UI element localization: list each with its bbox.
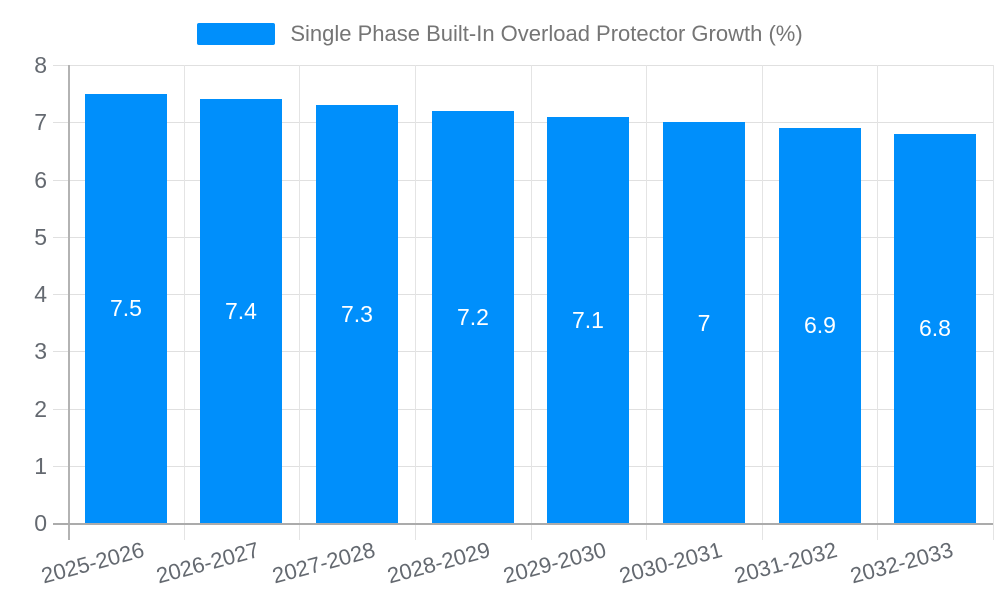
legend-label: Single Phase Built-In Overload Protector…: [290, 21, 803, 46]
bar[interactable]: [85, 94, 167, 523]
y-axis-tick-label: 7: [34, 109, 47, 135]
x-axis-line: [53, 523, 993, 525]
y-gridline: [53, 409, 993, 410]
bar[interactable]: [432, 111, 514, 523]
bar[interactable]: [200, 99, 282, 523]
legend-item[interactable]: Single Phase Built-In Overload Protector…: [197, 21, 803, 47]
y-axis-tick-label: 8: [34, 52, 47, 78]
x-gridline: [877, 65, 878, 540]
bar-value-label: 7.1: [572, 307, 604, 333]
bar[interactable]: [316, 105, 398, 523]
bar-value-label: 6.9: [804, 312, 836, 338]
y-axis-tick-label: 4: [34, 281, 47, 307]
x-axis-tick-label: 2031-2032: [731, 537, 841, 589]
y-axis-tick-label: 5: [34, 224, 47, 250]
y-gridline: [53, 294, 993, 295]
x-gridline: [762, 65, 763, 540]
x-gridline: [993, 65, 994, 540]
y-gridline: [53, 466, 993, 467]
x-axis-tick-label: 2030-2031: [616, 537, 725, 589]
x-gridline: [184, 65, 185, 540]
y-gridline: [53, 180, 993, 181]
bar[interactable]: [547, 117, 629, 523]
y-gridline: [53, 237, 993, 238]
x-gridline: [415, 65, 416, 540]
x-axis-tick-label: 2032-2033: [847, 537, 956, 589]
bar-value-label: 7: [697, 310, 711, 336]
y-gridline: [53, 65, 993, 66]
bar-value-label: 7.2: [457, 304, 489, 330]
legend-swatch-icon: [197, 23, 276, 45]
x-axis-tick-label: 2026-2027: [153, 537, 262, 589]
y-gridline: [53, 351, 993, 352]
y-axis-tick-label: 3: [34, 338, 47, 364]
chart-legend: Single Phase Built-In Overload Protector…: [0, 21, 1000, 47]
x-axis-tick-label: 2025-2026: [38, 537, 147, 589]
bar-value-label: 6.8: [919, 315, 951, 341]
y-axis-line: [68, 65, 70, 540]
y-axis-tick-label: 0: [34, 510, 47, 536]
y-axis-tick-label: 1: [34, 453, 47, 479]
x-gridline: [299, 65, 300, 540]
x-axis-tick-label: 2027-2028: [269, 537, 378, 589]
bar-value-label: 7.3: [341, 301, 373, 327]
x-axis-tick-label: 2029-2030: [500, 537, 609, 589]
bar-value-label: 7.5: [110, 295, 142, 321]
y-gridline: [53, 122, 993, 123]
x-axis-tick-label: 2028-2029: [385, 537, 494, 589]
y-axis-tick-label: 6: [34, 167, 47, 193]
bar[interactable]: [779, 128, 861, 523]
x-gridline: [646, 65, 647, 540]
bar-value-label: 7.4: [225, 298, 257, 324]
bar[interactable]: [894, 134, 976, 523]
bar[interactable]: [663, 122, 745, 523]
y-axis-tick-label: 2: [34, 396, 47, 422]
x-gridline: [531, 65, 532, 540]
